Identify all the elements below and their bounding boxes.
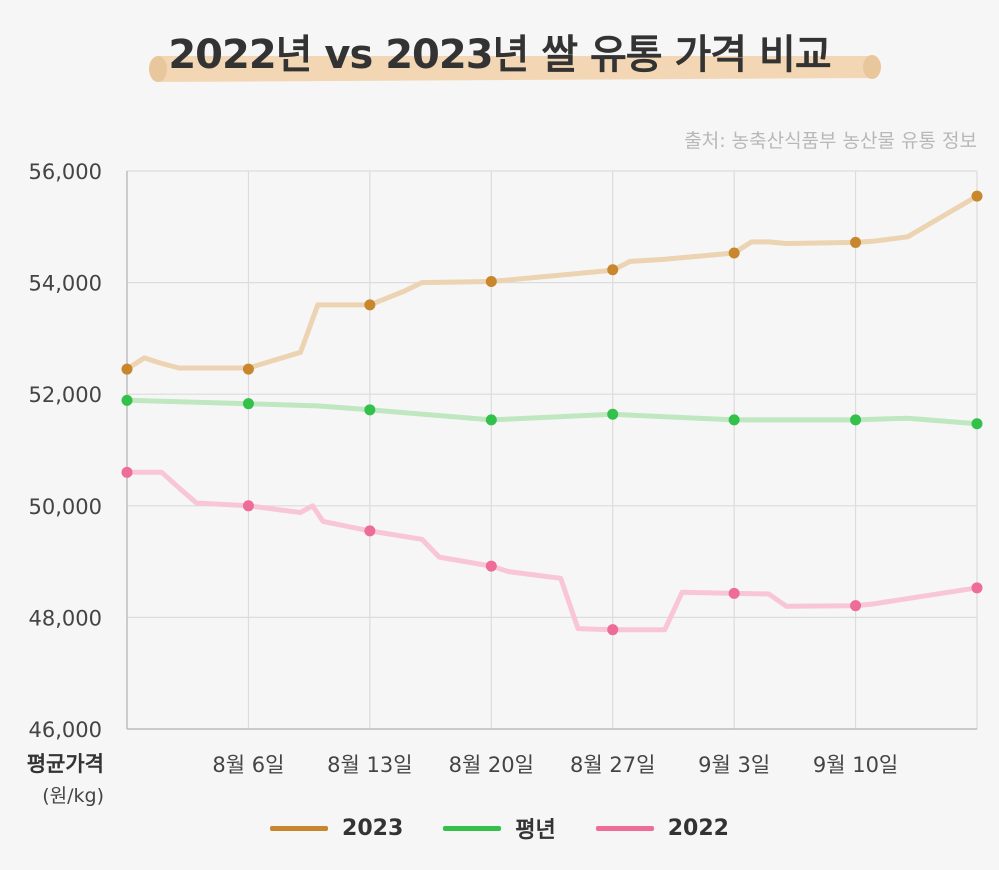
x-tick-label: 8월 20일 [449, 753, 534, 777]
title-banner: 2022년 vs 2023년 쌀 유통 가격 비교 [0, 0, 999, 110]
data-point-average [607, 408, 619, 420]
data-point-average [850, 414, 862, 426]
title-ribbon-left-end [149, 56, 167, 82]
data-point-2023 [364, 299, 376, 311]
data-point-2022 [242, 500, 254, 512]
series-lines [124, 193, 980, 633]
data-point-2022 [364, 525, 376, 537]
y-tick-labels: 46,000 48,000 50,000 52,000 54,000 56,000 [29, 160, 102, 742]
y-axis-unit: (원/kg) [42, 785, 104, 807]
x-tick-label: 8월 13일 [327, 753, 412, 777]
y-tick-label: 48,000 [29, 606, 102, 630]
legend-swatch-2022 [595, 825, 654, 831]
x-tick-label: 8월 27일 [570, 753, 655, 777]
data-point-2022 [121, 466, 133, 478]
data-point-2022 [971, 582, 983, 594]
series-line-2023 [124, 193, 980, 372]
y-axis-title: 평균가격 (원/kg) [14, 748, 104, 812]
legend-swatch-average [443, 825, 502, 831]
legend-label-2022: 2022 [667, 815, 729, 841]
data-point-2022 [728, 587, 740, 599]
y-axis-title-text: 평균가격 [26, 752, 104, 776]
data-point-average [485, 414, 497, 426]
data-point-2023 [850, 236, 862, 248]
axes [126, 171, 977, 730]
legend-item-average: 평년 [443, 812, 556, 844]
x-tick-label: 9월 3일 [698, 753, 770, 777]
x-tick-label: 8월 6일 [212, 753, 284, 777]
y-tick-label: 54,000 [29, 272, 102, 296]
data-point-2023 [607, 264, 619, 276]
data-point-2023 [485, 275, 497, 287]
data-point-2023 [971, 190, 983, 202]
line-chart: 46,000 48,000 50,000 52,000 54,000 56,000 8월 … [29, 160, 983, 777]
y-tick-label: 46,000 [29, 718, 102, 742]
legend-item-2023: 2023 [270, 816, 403, 841]
data-point-2023 [728, 247, 740, 259]
y-tick-label: 56,000 [29, 160, 102, 184]
title-ribbon-right-end [863, 55, 881, 79]
x-tick-label: 9월 10일 [813, 753, 898, 777]
title-ribbon [149, 55, 881, 82]
data-point-average [364, 404, 376, 416]
legend-item-2022: 2022 [595, 815, 729, 841]
chart-title: 2022년 vs 2023년 쌀 유통 가격 비교 [168, 32, 831, 78]
data-point-average [971, 418, 983, 430]
data-point-2023 [242, 363, 254, 375]
legend-swatch-2023 [270, 825, 329, 831]
series-markers [121, 190, 983, 636]
legend-label-2023: 2023 [342, 815, 404, 841]
data-point-2022 [485, 560, 497, 572]
data-point-average [728, 414, 740, 426]
legend: 2023 평년 2022 [0, 812, 999, 844]
data-point-average [121, 394, 133, 406]
data-point-2022 [607, 624, 619, 636]
data-point-2023 [121, 363, 133, 375]
title-ribbon-shape [153, 56, 876, 82]
x-tick-labels: 8월 6일 8월 13일 8월 20일 8월 27일 9월 3일 9월 10일 [212, 753, 898, 777]
series-line-2022 [124, 469, 980, 633]
y-tick-label: 50,000 [29, 495, 102, 519]
legend-label-average: 평년 [515, 818, 556, 843]
y-tick-label: 52,000 [29, 383, 102, 407]
data-point-average [242, 398, 254, 410]
grid-lines [127, 170, 978, 730]
series-line-average [124, 397, 980, 427]
data-point-2022 [850, 600, 862, 612]
source-note: 출처: 농축산식품부 농산물 유통 정보 [684, 130, 977, 152]
